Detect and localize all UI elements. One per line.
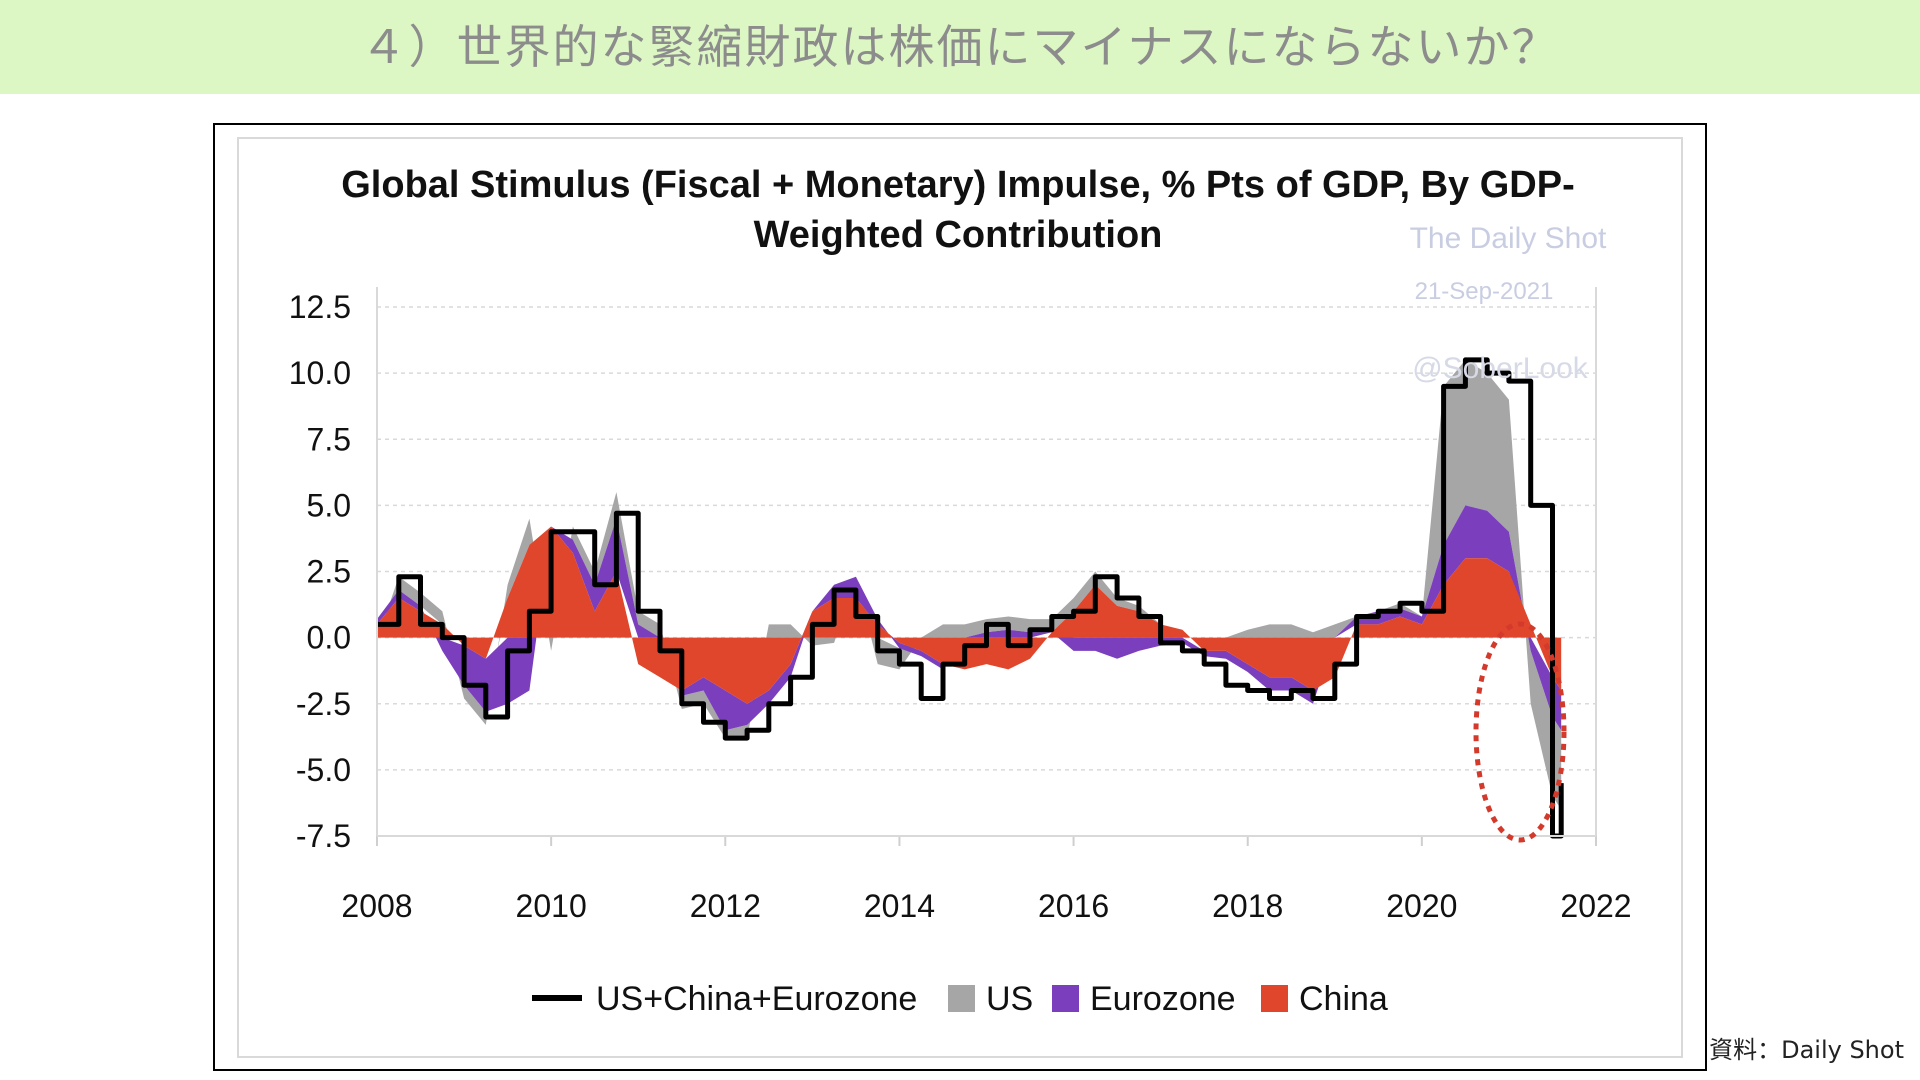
chart-title-line1: Global Stimulus (Fiscal + Monetary) Impu… [341, 164, 1575, 206]
legend: US+China+Eurozone US Eurozone China [532, 980, 1388, 1018]
chart-inner-border [237, 137, 1683, 1058]
tick-labels: 12.5 10.0 7.5 5.0 2.5 0.0 -2.5 -5.0 -7.5 2008 2010… [289, 289, 1632, 924]
highlight-ellipse [1473, 621, 1567, 843]
legend-item: China [1261, 980, 1388, 1018]
watermark-line1: The Daily Shot [1410, 222, 1607, 255]
legend-swatch [948, 985, 975, 1012]
x-tick-label: 2014 [864, 888, 935, 924]
legend-swatch [1052, 985, 1079, 1012]
chart-title-line2: Weighted Contribution [754, 214, 1163, 256]
legend-label: China [1299, 980, 1388, 1018]
legend-label: US+China+Eurozone [596, 980, 917, 1018]
area-eurozone [377, 505, 1562, 731]
axes-layer [376, 287, 1597, 846]
y-tick-label: 12.5 [289, 289, 351, 325]
x-tick-label: 2012 [690, 888, 761, 924]
x-tick-label: 2020 [1386, 888, 1457, 924]
source-note: 資料：Daily Shot [1709, 1036, 1904, 1064]
legend-item: Eurozone [1052, 980, 1236, 1018]
y-tick-label: -2.5 [296, 686, 351, 722]
watermark-line3: @SoberLook [1412, 352, 1589, 385]
legend-item: US [948, 980, 1033, 1018]
slide-title: ４）世界的な緊縮財政は株価にマイナスにならないか？ [360, 20, 1560, 74]
line-total [377, 357, 1564, 839]
y-tick-label: 2.5 [307, 554, 351, 590]
x-tick-label: 2008 [341, 888, 412, 924]
area-china [377, 526, 1562, 704]
y-tick-label: 10.0 [289, 355, 351, 391]
legend-swatch [1261, 985, 1288, 1012]
title-banner [0, 0, 1920, 94]
x-tick-label: 2018 [1212, 888, 1283, 924]
legend-label: Eurozone [1090, 980, 1236, 1018]
y-tick-label: -5.0 [296, 752, 351, 788]
x-tick-label: 2010 [516, 888, 587, 924]
y-tick-label: -7.5 [296, 818, 351, 854]
y-tick-label: 7.5 [307, 421, 351, 457]
x-tick-label: 2022 [1560, 888, 1631, 924]
legend-label: US [986, 980, 1033, 1018]
series-layer [377, 357, 1564, 839]
watermark-line2: 21-Sep-2021 [1415, 278, 1554, 305]
legend-item: US+China+Eurozone [532, 980, 917, 1018]
y-tick-label: 5.0 [307, 487, 351, 523]
x-tick-label: 2016 [1038, 888, 1109, 924]
y-tick-label: 0.0 [307, 620, 351, 656]
